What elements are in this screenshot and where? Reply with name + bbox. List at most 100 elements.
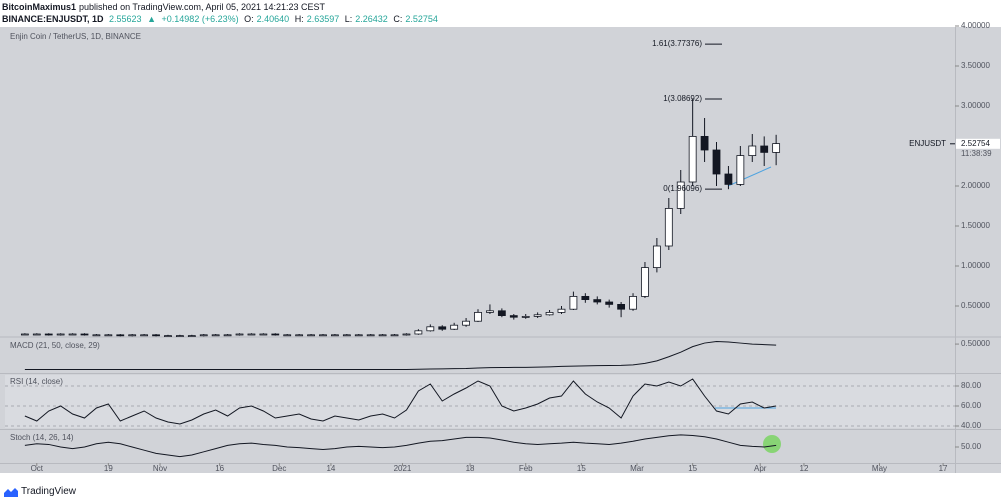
arrow: ▲ xyxy=(147,14,157,24)
candle-body xyxy=(331,334,339,337)
candle-body xyxy=(295,334,304,337)
y-tick-label: 1.50000 xyxy=(961,221,990,230)
trendline xyxy=(727,166,772,187)
candle-body xyxy=(426,326,435,332)
x-tick-label: May xyxy=(872,464,887,473)
x-tick-label: 19 xyxy=(104,464,113,473)
change: +0.14982 (+6.23%) xyxy=(161,14,239,24)
candle-body xyxy=(486,310,494,313)
x-tick-label: 2021 xyxy=(394,464,412,473)
countdown: 11:38:39 xyxy=(961,149,992,158)
candle-body xyxy=(319,334,327,337)
x-tick-label: 16 xyxy=(215,464,224,473)
candle-body xyxy=(366,334,375,337)
candle-body xyxy=(175,335,184,338)
y-tick-label: 60.00 xyxy=(961,401,982,410)
header-line: BINANCE:ENJUSDT, 1D 2.55623 ▲ +0.14982 (… xyxy=(2,13,441,25)
candle-body xyxy=(581,295,590,300)
footer: TradingView xyxy=(4,486,76,497)
rsi-pane xyxy=(5,375,955,428)
candle-body xyxy=(497,310,506,316)
candle-body xyxy=(187,335,196,338)
ohlc-label: C: xyxy=(393,14,403,24)
candle-body xyxy=(569,295,578,310)
y-tick-label: 2.00000 xyxy=(961,181,990,190)
x-tick-label: Mar xyxy=(630,464,644,473)
x-tick-label: 14 xyxy=(326,464,335,473)
candle-body xyxy=(760,145,769,153)
candle-body xyxy=(223,334,232,337)
last-price-symbol: ENJUSDT xyxy=(909,139,946,148)
candle-body xyxy=(629,295,637,310)
y-tick-label: 3.50000 xyxy=(961,61,990,70)
candle-body xyxy=(593,299,602,303)
x-tick-label: Nov xyxy=(153,464,167,473)
fib-label: 1(3.08692) xyxy=(663,94,702,103)
author: BitcoinMaximus1 xyxy=(2,2,77,12)
candle-body xyxy=(676,181,685,209)
last-price-label: 2.52754 xyxy=(961,139,990,148)
fib-label: 1.61(3.77376) xyxy=(652,39,702,48)
logo xyxy=(4,487,18,497)
candle-body xyxy=(641,267,649,297)
candle-body xyxy=(259,333,268,336)
indicator-name: Stoch (14, 26, 14) xyxy=(10,433,74,442)
candle-body xyxy=(414,330,423,335)
candle-body xyxy=(557,308,566,313)
candle-body xyxy=(307,334,315,337)
candle-body xyxy=(438,326,447,330)
candle-body xyxy=(56,333,65,336)
candle-body xyxy=(700,135,709,151)
candle-body xyxy=(605,301,614,305)
ohlc-label: H: xyxy=(294,14,304,24)
ohlc-value: 2.52754 xyxy=(405,14,438,24)
x-tick-label: 15 xyxy=(688,464,697,473)
candle-body xyxy=(533,314,542,317)
candle-body xyxy=(354,334,363,337)
candle-body xyxy=(104,334,113,337)
candle-body xyxy=(199,334,208,337)
candle-body xyxy=(736,155,745,185)
candle-body xyxy=(116,334,125,337)
indicator-line xyxy=(24,341,777,370)
candle-body xyxy=(474,311,482,322)
last-price-box xyxy=(956,138,1000,149)
candle-body xyxy=(283,334,292,337)
brand: TradingView xyxy=(21,486,77,497)
candle-body xyxy=(688,135,697,183)
candle-body xyxy=(44,333,53,336)
y-tick-label: 0.50000 xyxy=(961,339,990,348)
ohlc-value: 2.40640 xyxy=(256,14,290,24)
candle-body xyxy=(545,311,554,316)
candle-body xyxy=(68,333,77,336)
ohlc-value: 2.26432 xyxy=(355,14,388,24)
y-tick-label: 1.00000 xyxy=(961,261,990,270)
candle-body xyxy=(652,245,661,269)
indicator-line xyxy=(24,378,777,425)
candle-body xyxy=(211,334,220,337)
x-tick-label: Apr xyxy=(754,464,767,473)
y-tick-label: 4.00000 xyxy=(961,21,990,30)
ohlc-value: 2.63597 xyxy=(306,14,340,24)
candle-body xyxy=(20,333,29,336)
candle-body xyxy=(271,333,280,336)
x-tick-label: Dec xyxy=(272,464,286,473)
x-tick-label: 18 xyxy=(466,464,475,473)
candle-body xyxy=(450,324,459,330)
candle-body xyxy=(92,334,101,337)
price: 2.55623 xyxy=(109,14,142,24)
candle-body xyxy=(462,320,470,326)
chart-title: Enjin Coin / TetherUS, 1D, BINANCE xyxy=(10,32,141,41)
y-tick-label: 40.00 xyxy=(961,421,982,430)
candle-body xyxy=(140,334,149,337)
candle-body xyxy=(80,333,89,336)
highlight-circle xyxy=(763,435,781,453)
candle-body xyxy=(617,303,626,310)
y-tick-label: 3.00000 xyxy=(961,101,990,110)
candle-body xyxy=(378,334,387,337)
header-line: BitcoinMaximus1 published on TradingView.… xyxy=(2,1,441,13)
indicator-name: RSI (14, close) xyxy=(10,377,63,386)
candle-body xyxy=(521,315,530,318)
candle-body xyxy=(772,143,781,153)
